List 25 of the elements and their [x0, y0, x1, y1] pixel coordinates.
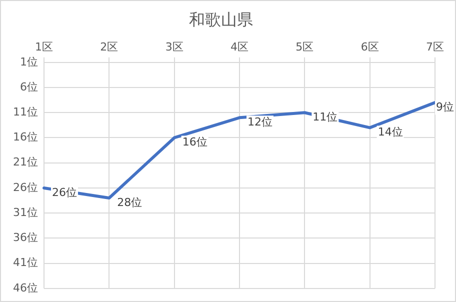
y-tick-label: 26位 — [12, 180, 38, 194]
y-tick-label: 21位 — [12, 156, 38, 169]
x-tick-label: 5区 — [296, 40, 314, 54]
y-tick-label: 36位 — [12, 231, 38, 244]
data-label: 9位 — [436, 100, 454, 114]
y-tick-label: 16位 — [12, 130, 38, 144]
y-tick-label: 6位 — [20, 80, 38, 94]
data-label: 12位 — [248, 116, 272, 129]
x-tick-label: 7区 — [426, 40, 444, 54]
x-tick-label: 2区 — [100, 40, 118, 54]
x-tick-label: 4区 — [230, 40, 248, 54]
data-label: 16位 — [182, 136, 208, 149]
data-label: 26位 — [52, 186, 77, 199]
y-tick-label: 11位 — [12, 105, 38, 118]
data-label: 14位 — [378, 126, 403, 139]
y-tick-label: 41位 — [12, 256, 38, 270]
x-tick-label: 6区 — [360, 40, 379, 54]
y-tick-label: 31位 — [12, 206, 38, 219]
data-label: 28位 — [117, 196, 142, 209]
x-tick-label: 3区 — [165, 40, 184, 54]
x-tick-label: 1区 — [34, 40, 53, 54]
y-tick-label: 46位 — [12, 281, 38, 294]
chart-title: 和歌山県 — [189, 10, 253, 29]
data-label: 11位 — [312, 110, 338, 124]
y-tick-label: 1位 — [20, 55, 38, 68]
